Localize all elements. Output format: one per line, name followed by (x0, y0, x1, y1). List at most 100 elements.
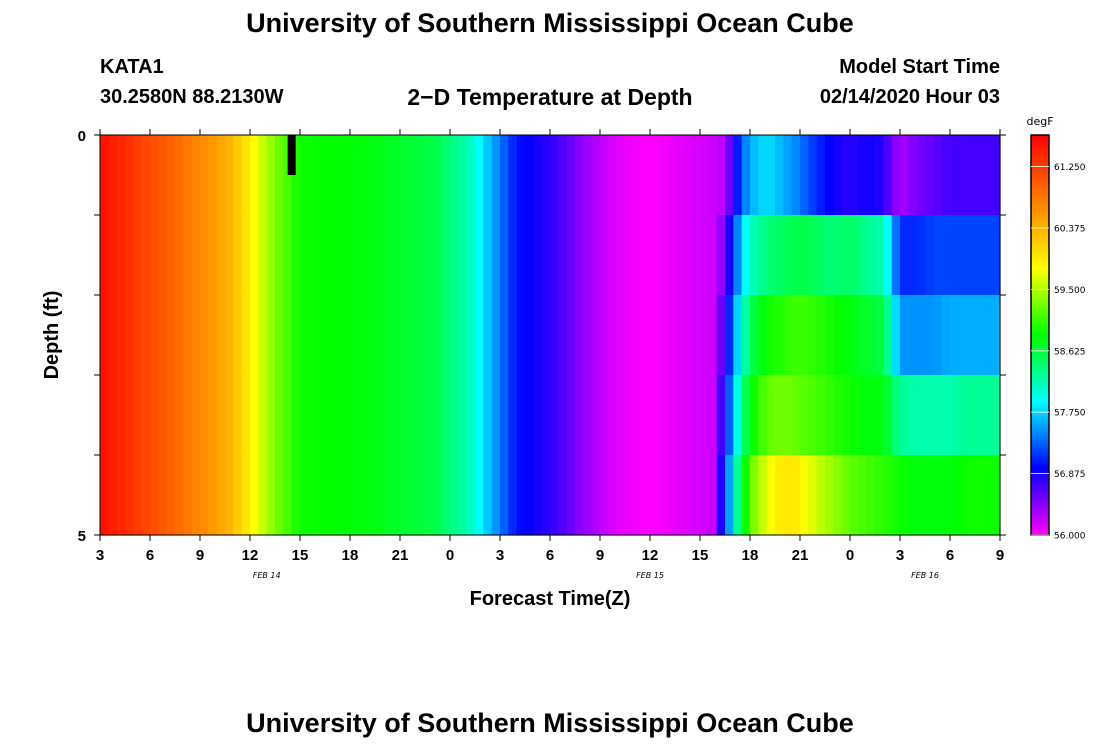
heatmap-cell (616, 215, 626, 296)
heatmap-cell (391, 375, 401, 456)
heatmap-cell (858, 295, 868, 376)
heatmap-cell (358, 295, 368, 376)
heatmap-cell (575, 455, 584, 536)
heatmap-cell (383, 295, 393, 376)
x-tick-label: 9 (196, 547, 204, 564)
heatmap-cell (525, 375, 534, 456)
heatmap-cell (408, 135, 418, 216)
heatmap-cell (708, 215, 718, 296)
heatmap-cell (725, 135, 734, 216)
heatmap-cell (958, 215, 968, 296)
heatmap-cell (375, 375, 384, 456)
heatmap-cell (700, 135, 709, 216)
heatmap-cell (983, 135, 993, 216)
heatmap-cell (100, 295, 109, 376)
heatmap-cell (766, 455, 776, 536)
heatmap-cell (808, 135, 818, 216)
heatmap-cell (550, 375, 559, 456)
heatmap-cell (408, 295, 418, 376)
heatmap-cell (125, 135, 134, 216)
heatmap-cell (141, 375, 151, 456)
heatmap-cell (933, 455, 943, 536)
heatmap-cell (250, 135, 259, 216)
heatmap-cell (816, 135, 826, 216)
heatmap-cell (500, 215, 509, 296)
heatmap-cell (491, 375, 501, 456)
heatmap-cell (600, 135, 609, 216)
heatmap-cell (650, 295, 659, 376)
heatmap-cell (908, 295, 918, 376)
x-tick-label: 3 (496, 547, 504, 564)
heatmap-cell (791, 295, 801, 376)
heatmap-cell (866, 135, 876, 216)
x-tick-label: 15 (292, 547, 309, 564)
heatmap-cell (508, 135, 518, 216)
heatmap-cell (100, 375, 109, 456)
heatmap-cell (925, 455, 934, 536)
heatmap-cell (783, 135, 793, 216)
heatmap-cell (608, 375, 618, 456)
heatmap-cell (116, 375, 126, 456)
heatmap-cell (458, 455, 468, 536)
main-title: University of Southern Mississippi Ocean… (246, 8, 854, 38)
heatmap-cell (266, 375, 276, 456)
heatmap-cell (491, 295, 501, 376)
heatmap-cell (150, 135, 159, 216)
heatmap-cell (125, 375, 134, 456)
heatmap-cell (325, 215, 334, 296)
colorbar-tick-label: 59.500 (1054, 286, 1086, 296)
heatmap-cell (525, 215, 534, 296)
heatmap-cell (541, 455, 551, 536)
heatmap-cell (625, 135, 634, 216)
heatmap-cell (183, 135, 193, 216)
heatmap-cell (658, 295, 668, 376)
heatmap-cell (466, 215, 476, 296)
heatmap-cell (550, 215, 559, 296)
heatmap-cell (841, 135, 851, 216)
heatmap-cell (850, 455, 859, 536)
heatmap-cell (958, 135, 968, 216)
heatmap-cell (683, 375, 693, 456)
heatmap-cell (983, 375, 993, 456)
heatmap-cell (491, 455, 501, 536)
heatmap-cell (441, 375, 451, 456)
heatmap-cell (283, 215, 293, 296)
heatmap-cell (675, 455, 684, 536)
heatmap-cell (433, 135, 443, 216)
heatmap-cell (141, 135, 151, 216)
heatmap-cell (650, 215, 659, 296)
heatmap-cell (208, 375, 218, 456)
heatmap-cell (941, 135, 951, 216)
heatmap-cell (325, 135, 334, 216)
heatmap-cell (816, 455, 826, 536)
heatmap-cell (216, 375, 226, 456)
heatmap-cell (750, 455, 759, 536)
heatmap-cell (175, 375, 184, 456)
heatmap-cell (958, 455, 968, 536)
heatmap-cell (916, 375, 926, 456)
heatmap-cell (833, 455, 843, 536)
heatmap-cell (941, 295, 951, 376)
heatmap-cell (875, 295, 884, 376)
heatmap-cell (208, 135, 218, 216)
heatmap-cell (900, 375, 909, 456)
heatmap-cell (341, 375, 351, 456)
heatmap-cell (783, 295, 793, 376)
heatmap-cell (516, 375, 526, 456)
heatmap-cell (666, 295, 676, 376)
heatmap-cell (333, 455, 343, 536)
heatmap-cell (416, 375, 426, 456)
heatmap-cell (158, 455, 168, 536)
heatmap-cell (766, 135, 776, 216)
heatmap-cell (316, 295, 326, 376)
heatmap-cell (183, 455, 193, 536)
heatmap-cell (800, 135, 809, 216)
heatmap-cell (366, 455, 376, 536)
heatmap-cell (383, 135, 393, 216)
heatmap-cell (116, 295, 126, 376)
heatmap-cell (741, 455, 751, 536)
heatmap-cell (441, 135, 451, 216)
heatmap-cell (200, 455, 209, 536)
heatmap-cell (608, 215, 618, 296)
heatmap-cell (766, 215, 776, 296)
